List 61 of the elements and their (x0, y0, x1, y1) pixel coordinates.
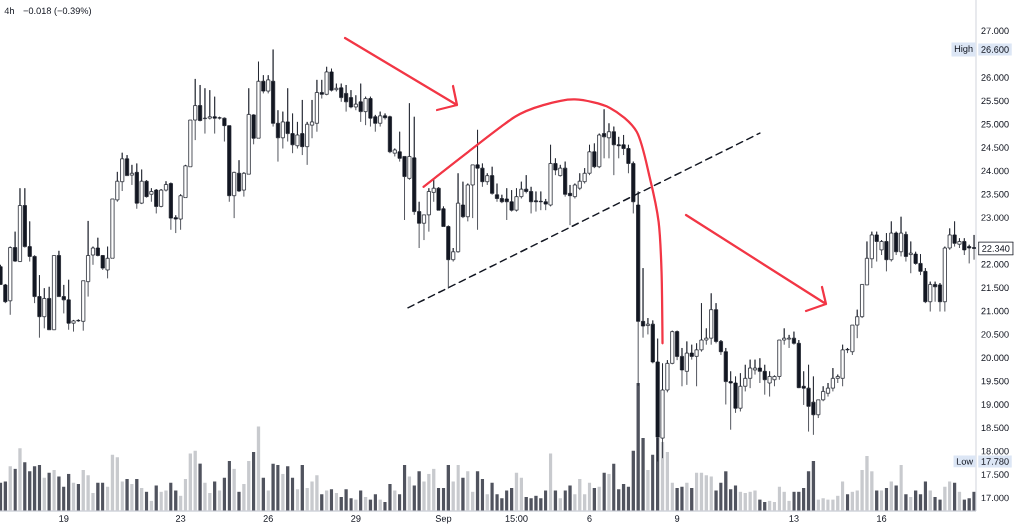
y-tick-label: 24.500 (981, 144, 1009, 151)
y-tick-label: 17.780 (981, 458, 1009, 465)
y-tick-label: 21.500 (981, 284, 1009, 291)
bar (461, 477, 465, 511)
bar (18, 448, 22, 511)
y-tick-label: 27.000 (981, 27, 1009, 35)
bar (821, 498, 825, 511)
y-tick-label: 22.000 (981, 261, 1009, 268)
x-tick-label: 29 (351, 515, 361, 522)
bar (203, 482, 207, 511)
bar (568, 485, 572, 511)
x-tick-label: 19 (59, 515, 69, 522)
x-tick-label: 9 (675, 515, 680, 522)
x-tick-label: 15:00 (505, 515, 528, 522)
y-tick-label: 19.500 (981, 377, 1009, 385)
y-tick-label: 18.500 (981, 424, 1009, 432)
y-tick-label: 26.600 (981, 46, 1009, 53)
x-tick-label: 26 (263, 515, 273, 522)
y-tick-label: 23.500 (981, 191, 1009, 198)
bar (607, 473, 611, 511)
x-tick-label: 6 (587, 515, 592, 522)
text: 4h (4, 7, 14, 14)
y-tick-label: 24.000 (981, 167, 1009, 175)
y-tick-label: 22.340 (982, 245, 1010, 252)
bar (753, 490, 757, 511)
y-tick-label: 18.000 (981, 447, 1009, 455)
x-tick-label: Sep (435, 515, 452, 524)
y-tick-label: 25.500 (981, 97, 1009, 105)
bar (943, 486, 947, 511)
bar (646, 470, 650, 511)
bar (232, 468, 236, 511)
bar (548, 453, 553, 511)
bar (57, 476, 61, 511)
y-tick-label: 23.000 (981, 214, 1009, 221)
bar (164, 490, 168, 511)
bar (96, 482, 100, 511)
text: −0.018 (−0.39%) (23, 7, 91, 16)
y-tick-label: 17.500 (981, 471, 1009, 478)
y-tick-label: 20.500 (981, 331, 1009, 338)
bar (125, 478, 129, 511)
bar (685, 482, 689, 511)
annotation: High (954, 45, 973, 54)
bar (758, 499, 762, 511)
bar (641, 438, 645, 511)
bar (271, 463, 275, 511)
bar (198, 463, 202, 511)
y-tick-label: 25.000 (981, 120, 1009, 128)
y-tick-label: 21.000 (981, 307, 1009, 315)
x-tick-label: 13 (789, 515, 799, 522)
bar (904, 494, 908, 511)
y-tick-label: 17.000 (981, 494, 1009, 502)
bar (417, 471, 421, 511)
y-tick-label: 26.000 (981, 74, 1009, 81)
annotation: Low (956, 458, 974, 465)
y-tick-label: 19.000 (981, 401, 1009, 408)
candlestick (494, 183, 500, 203)
x-tick-label: 23 (175, 515, 186, 522)
bar (675, 487, 679, 511)
y-tick-label: 20.000 (981, 354, 1009, 362)
bar (354, 499, 358, 511)
x-tick-label: 16 (877, 515, 887, 522)
